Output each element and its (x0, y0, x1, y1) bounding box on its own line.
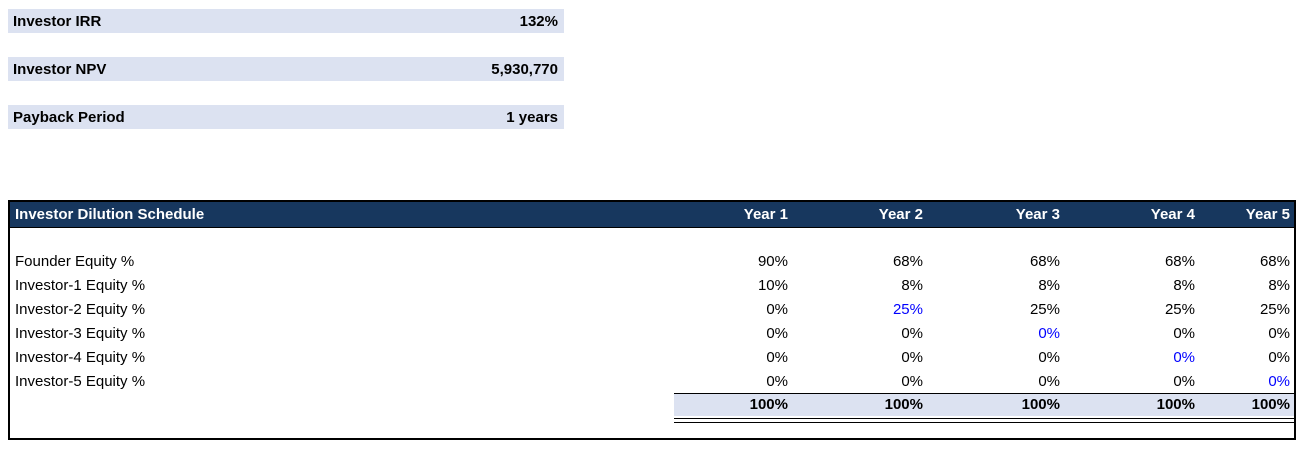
equity-value-cell: 10% (757, 276, 788, 294)
row-label: Investor-4 Equity % (15, 348, 146, 366)
year-header: Year 5 (1245, 206, 1290, 223)
row-label: Founder Equity % (15, 252, 135, 270)
equity-value-cell: 0% (1268, 324, 1290, 342)
equity-value-cell: 0% (766, 372, 788, 390)
equity-value-cell: 0% (766, 348, 788, 366)
equity-value-cell: 8% (1268, 276, 1290, 294)
year-header: Year 1 (743, 206, 788, 223)
total-value-cell: 100% (1199, 393, 1294, 416)
metric-value: 132% (519, 12, 558, 30)
dilution-schedule-table: Investor Dilution Schedule Year 1 Year 2… (8, 200, 1296, 440)
year-header: Year 3 (1015, 206, 1060, 223)
total-double-underline-row (10, 416, 1294, 423)
year-header: Year 4 (1150, 206, 1195, 223)
metric-row-payback-period: Payback Period 1 years (8, 105, 564, 129)
equity-value-cell: 68% (1164, 252, 1195, 270)
equity-value-cell: 0% (766, 300, 788, 318)
equity-value-cell-input: 0% (1038, 324, 1060, 342)
equity-value-cell: 25% (1029, 300, 1060, 318)
equity-value-cell: 0% (901, 348, 923, 366)
table-row-investor-1-equity: Investor-1 Equity % 10% 8% 8% 8% 8% (10, 273, 1294, 297)
equity-value-cell: 8% (1173, 276, 1195, 294)
total-value-cell: 100% (927, 393, 1064, 416)
equity-value-cell-input: 0% (1173, 348, 1195, 366)
year-header: Year 2 (878, 206, 923, 223)
equity-value-cell: 0% (1173, 372, 1195, 390)
table-spacer-row (10, 228, 1294, 249)
equity-value-cell: 68% (1259, 252, 1290, 270)
equity-value-cell: 0% (901, 324, 923, 342)
equity-value-cell: 0% (1038, 372, 1060, 390)
equity-value-cell-input: 25% (892, 300, 923, 318)
metric-value: 5,930,770 (491, 60, 558, 78)
row-label: Investor-1 Equity % (15, 276, 146, 294)
row-label: Investor-5 Equity % (15, 372, 146, 390)
equity-value-cell: 25% (1164, 300, 1195, 318)
total-value-cell: 100% (1064, 393, 1199, 416)
metric-label: Payback Period (13, 108, 125, 126)
equity-value-cell: 68% (1029, 252, 1060, 270)
equity-value-cell: 0% (901, 372, 923, 390)
metric-row-investor-irr: Investor IRR 132% (8, 9, 564, 33)
metric-row-investor-npv: Investor NPV 5,930,770 (8, 57, 564, 81)
total-value-cell: 100% (792, 393, 927, 416)
equity-value-cell: 25% (1259, 300, 1290, 318)
equity-value-cell: 0% (766, 324, 788, 342)
equity-value-cell: 0% (1173, 324, 1195, 342)
equity-value-cell: 8% (1038, 276, 1060, 294)
table-row-investor-4-equity: Investor-4 Equity % 0% 0% 0% 0% 0% (10, 345, 1294, 369)
equity-value-cell: 0% (1038, 348, 1060, 366)
equity-value-cell: 8% (901, 276, 923, 294)
metric-label: Investor IRR (13, 12, 102, 30)
metric-value: 1 years (506, 108, 558, 126)
row-label: Investor-3 Equity % (15, 324, 146, 342)
equity-value-cell: 90% (757, 252, 788, 270)
table-row-total: 100% 100% 100% 100% 100% (10, 393, 1294, 416)
table-title: Investor Dilution Schedule (15, 206, 205, 223)
double-underline (674, 418, 1294, 423)
table-row-investor-2-equity: Investor-2 Equity % 0% 25% 25% 25% 25% (10, 297, 1294, 321)
metric-label: Investor NPV (13, 60, 107, 78)
total-value-cell: 100% (674, 393, 792, 416)
row-label: Investor-2 Equity % (15, 300, 146, 318)
table-row-investor-5-equity: Investor-5 Equity % 0% 0% 0% 0% 0% (10, 369, 1294, 393)
equity-value-cell: 0% (1268, 348, 1290, 366)
table-row-investor-3-equity: Investor-3 Equity % 0% 0% 0% 0% 0% (10, 321, 1294, 345)
table-header-row: Investor Dilution Schedule Year 1 Year 2… (10, 202, 1294, 228)
equity-value-cell-input: 0% (1268, 372, 1290, 390)
equity-value-cell: 68% (892, 252, 923, 270)
table-row-founder-equity: Founder Equity % 90% 68% 68% 68% 68% (10, 249, 1294, 273)
